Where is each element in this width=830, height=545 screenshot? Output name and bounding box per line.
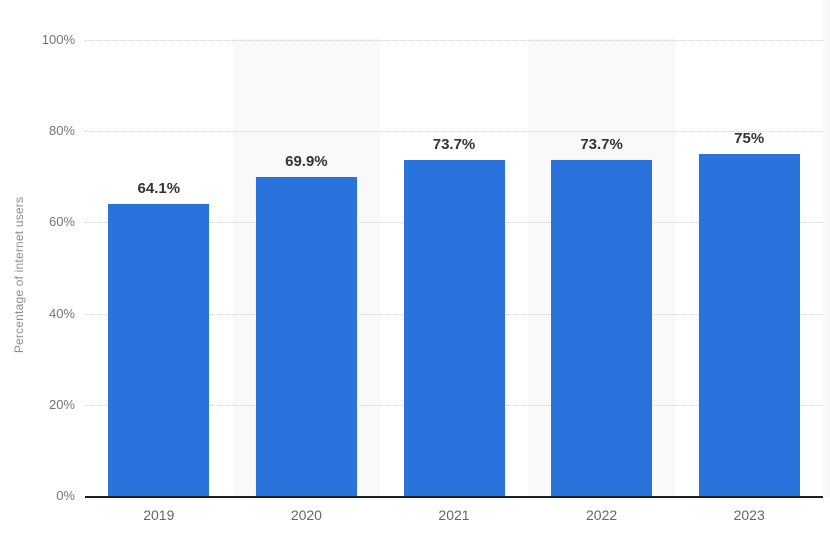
right-edge-band [822,0,830,497]
x-axis-label-2022: 2022 [586,507,618,523]
bar-2021[interactable] [403,159,505,496]
bar-value-label-2022: 73.7% [580,135,623,153]
chart-plot-area: 64.1% 69.9% 73.7% 73.7% 75% [85,38,823,498]
bar-value-label-2023: 75% [734,130,765,147]
bar-2023[interactable] [698,154,800,496]
y-axis-tick-label-100: 100% [41,32,75,47]
gridline-100 [85,40,823,41]
gridline-80 [85,131,823,133]
y-axis-tick-label-40: 40% [48,305,75,321]
bar-value-label-2020: 69.9% [285,153,328,171]
bar-value-label-2019: 64.1% [137,179,181,197]
bar-value-label-2021: 73.7% [432,135,476,153]
x-axis-label-2020: 2020 [290,507,322,523]
bar-2022[interactable] [551,159,653,496]
x-axis-label-2021: 2021 [438,507,470,523]
bar-2020[interactable] [255,177,357,496]
bar-2019[interactable] [108,203,210,496]
y-axis-tick-label-0: 0% [56,488,75,503]
x-axis-label-2019: 2019 [143,507,175,523]
y-axis-tick-label-60: 60% [48,214,75,230]
y-axis-tick-label-80: 80% [48,123,75,139]
y-axis-tick-label-20: 20% [48,396,75,412]
x-axis-label-2023: 2023 [733,507,765,523]
